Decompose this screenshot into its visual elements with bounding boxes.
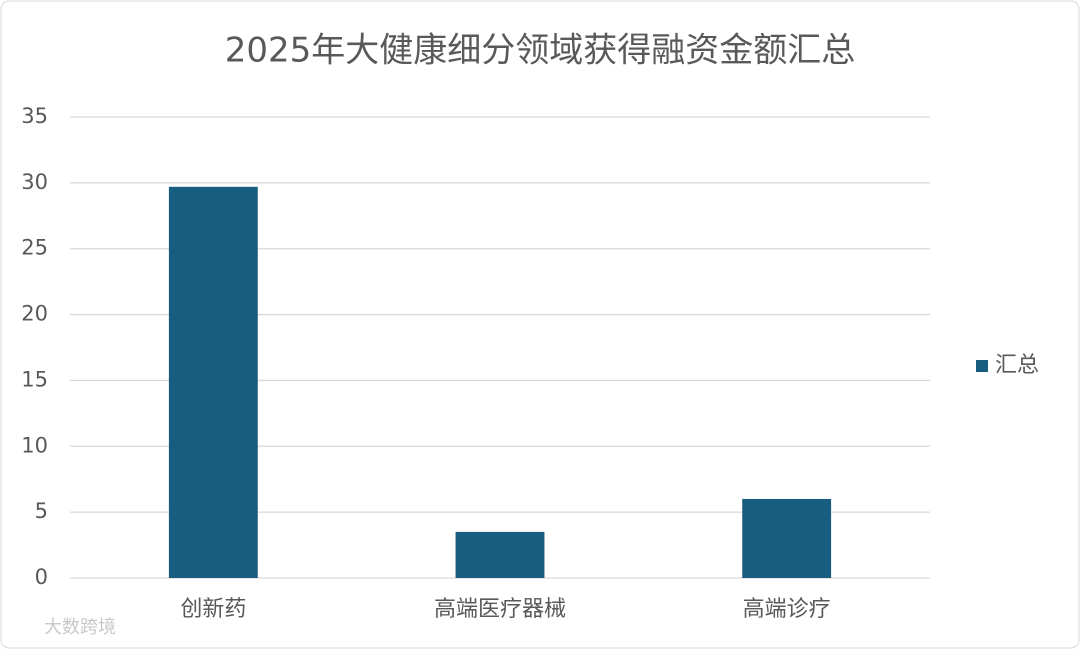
bar (168, 186, 258, 578)
watermark: 大数跨境 (44, 617, 116, 638)
y-tick-label: 10 (21, 433, 48, 457)
y-tick-label: 15 (21, 367, 48, 391)
y-tick-label: 25 (21, 236, 48, 260)
y-tick-label: 0 (35, 565, 48, 589)
chart-title: 2025年大健康细分领域获得融资金额汇总 (225, 31, 856, 71)
x-tick-label: 创新药 (180, 597, 246, 622)
y-tick-label: 35 (21, 104, 48, 128)
bar (455, 531, 545, 578)
x-tick-label: 高端医疗器械 (434, 597, 566, 622)
y-tick-label: 30 (21, 170, 48, 194)
legend-label: 汇总 (995, 353, 1039, 378)
y-tick-label: 5 (35, 499, 48, 523)
x-tick-label: 高端诊疗 (743, 597, 831, 622)
legend-swatch (976, 360, 988, 372)
y-tick-label: 20 (21, 302, 48, 326)
bar (742, 498, 832, 578)
